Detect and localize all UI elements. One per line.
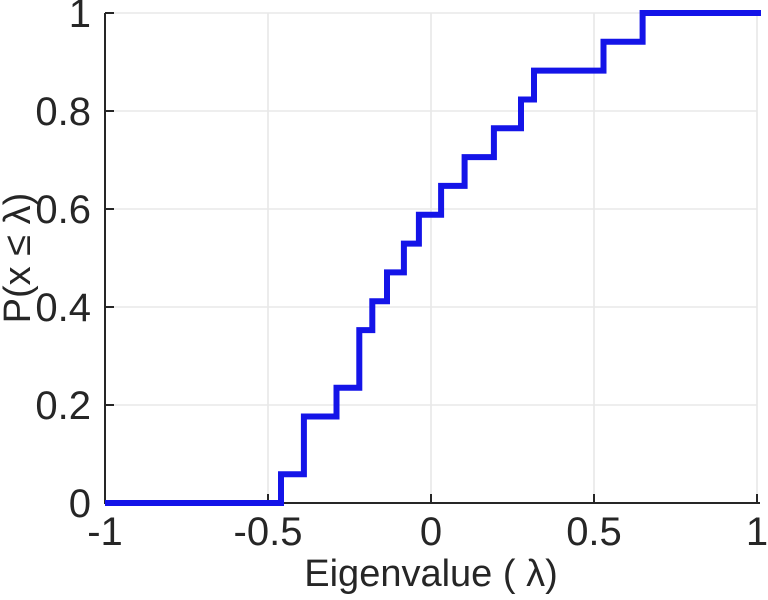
- y-tick-label: 0.2: [35, 384, 91, 428]
- y-tick-label: 0.8: [35, 90, 91, 134]
- y-tick-label: 0.4: [35, 286, 91, 330]
- y-axis-label: P(x ≤ λ): [0, 193, 39, 324]
- x-tick-label: 1: [746, 510, 768, 554]
- x-axis-label: Eigenvalue ( λ): [304, 553, 557, 595]
- y-tick-label: 0.6: [35, 188, 91, 232]
- y-tick-label: 1: [69, 0, 91, 36]
- x-tick-label: 0: [420, 510, 442, 554]
- ecdf-step-line: [105, 10, 761, 506]
- y-tick-label: 0: [69, 482, 91, 526]
- x-tick-label: -1: [87, 510, 123, 554]
- x-tick-label: 0.5: [566, 510, 622, 554]
- x-tick-label: -0.5: [234, 510, 303, 554]
